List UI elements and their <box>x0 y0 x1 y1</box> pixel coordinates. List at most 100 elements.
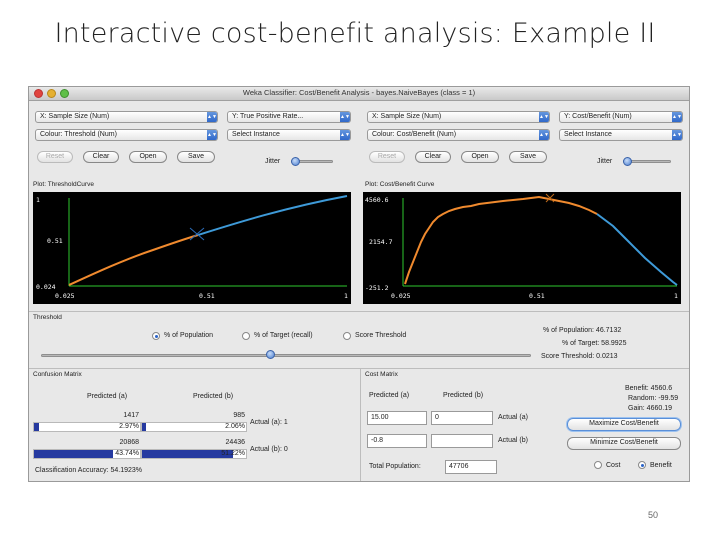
threshold-curve-svg: 1 0.51 0.024 0.025 0.51 1 <box>36 195 348 300</box>
gain-readout: Gain: 4660.19 <box>628 405 672 412</box>
left-reset-button[interactable]: Reset <box>37 151 73 163</box>
threshold-slider-knob[interactable] <box>265 350 275 359</box>
cost-radio[interactable] <box>594 461 602 469</box>
minimize-cost-benefit-button[interactable]: Minimize Cost/Benefit <box>567 437 681 450</box>
chevron-updown-icon: ▲▼ <box>672 112 682 122</box>
target-radio-label: % of Target (recall) <box>254 332 313 339</box>
left-x-axis-select[interactable]: X: Sample Size (Num) ▲▼ <box>35 111 218 123</box>
right-x-axis-value: X: Sample Size (Num) <box>372 113 442 120</box>
chevron-updown-icon: ▲▼ <box>539 130 549 140</box>
cm-ab-count: 985 <box>233 412 245 419</box>
chevron-updown-icon: ▲▼ <box>340 130 350 140</box>
left-colour-value: Colour: Threshold (Num) <box>40 131 117 138</box>
confusion-matrix-label: Confusion Matrix <box>33 371 82 378</box>
cm-ab-bar-frame <box>141 422 247 432</box>
total-population-label: Total Population: <box>369 463 421 470</box>
cm-ab-pct: 2.06% <box>225 423 245 430</box>
cost-benefit-curve-svg: 4560.6 2154.7 -251.2 0.025 0.51 1 <box>365 193 678 300</box>
right-save-button[interactable]: Save <box>509 151 547 163</box>
threshold-slider[interactable] <box>41 354 531 357</box>
window-title: Weka Classifier: Cost/Benefit Analysis -… <box>242 88 476 97</box>
cm-actual-b-label: Actual (b): 0 <box>250 446 288 453</box>
page-number: 50 <box>648 510 659 520</box>
left-y-tick-top: 1 <box>36 196 40 204</box>
benefit-radio[interactable] <box>638 461 646 469</box>
right-y-axis-value: Y: Cost/Benefit (Num) <box>564 113 632 120</box>
score-radio-label: Score Threshold <box>355 332 407 339</box>
left-jitter-label: Jitter <box>265 158 281 165</box>
minimize-window-icon[interactable] <box>47 89 56 98</box>
left-open-button[interactable]: Open <box>129 151 167 163</box>
population-radio[interactable] <box>152 332 160 340</box>
target-radio[interactable] <box>242 332 250 340</box>
slide-title: Interactive cost-benefit analysis: Examp… <box>54 18 656 49</box>
confusion-pred-b-header: Predicted (b) <box>193 393 234 400</box>
right-plot-label: Plot: Cost/Benefit Curve <box>365 181 435 188</box>
left-colour-select[interactable]: Colour: Threshold (Num) ▲▼ <box>35 129 218 141</box>
left-y-tick-mid: 0.51 <box>47 237 63 245</box>
right-instance-select[interactable]: Select Instance ▲▼ <box>559 129 683 141</box>
cm-ba-pct: 43.74% <box>115 450 139 457</box>
pct-population-readout: % of Population: 46.7132 <box>543 327 622 334</box>
cost-actual-a-label: Actual (a) <box>498 414 528 421</box>
cost-pred-b-header: Predicted (b) <box>443 392 484 399</box>
left-y-axis-select[interactable]: Y: True Positive Rate... ▲▼ <box>227 111 351 123</box>
chevron-updown-icon: ▲▼ <box>340 112 350 122</box>
right-threshold-marker <box>545 193 555 203</box>
cm-bb-count: 24436 <box>225 439 245 446</box>
right-x-axis-select[interactable]: X: Sample Size (Num) ▲▼ <box>367 111 550 123</box>
left-plot-label: Plot: ThresholdCurve <box>33 181 94 188</box>
left-jitter-knob[interactable] <box>291 157 300 166</box>
cost-matrix-label: Cost Matrix <box>365 371 398 378</box>
cost-ba-field[interactable]: -0.8 <box>367 434 427 448</box>
matrix-divider <box>360 369 361 481</box>
curve-high-segment <box>197 195 348 236</box>
right-open-button[interactable]: Open <box>461 151 499 163</box>
left-y-axis-value: Y: True Positive Rate... <box>232 113 304 120</box>
cost-benefit-curve-plot[interactable]: 4560.6 2154.7 -251.2 0.025 0.51 1 <box>363 192 681 304</box>
zoom-window-icon[interactable] <box>60 89 69 98</box>
right-jitter-label: Jitter <box>597 158 613 165</box>
population-radio-label: % of Population <box>164 332 214 339</box>
cm-actual-a-label: Actual (a): 1 <box>250 419 288 426</box>
right-reset-button[interactable]: Reset <box>369 151 405 163</box>
right-x-tick-start: 0.025 <box>391 292 411 300</box>
maximize-cost-benefit-button[interactable]: Maximize Cost/Benefit <box>567 418 681 431</box>
left-save-button[interactable]: Save <box>177 151 215 163</box>
cost-pred-a-header: Predicted (a) <box>369 392 410 399</box>
chevron-updown-icon: ▲▼ <box>207 112 217 122</box>
right-colour-select[interactable]: Colour: Cost/Benefit (Num) ▲▼ <box>367 129 550 141</box>
right-y-tick-mid: 2154.7 <box>369 238 393 246</box>
left-x-axis-value: X: Sample Size (Num) <box>40 113 110 120</box>
score-radio[interactable] <box>343 332 351 340</box>
left-x-tick-mid: 0.51 <box>199 292 215 300</box>
cm-aa-bar <box>34 423 39 431</box>
right-instance-value: Select Instance <box>564 131 612 138</box>
cm-aa-bar-frame <box>33 422 141 432</box>
cost-actual-b-label: Actual (b) <box>498 437 528 444</box>
benefit-readout: Benefit: 4560.6 <box>625 385 673 392</box>
cost-ab-field[interactable]: 0 <box>431 411 493 425</box>
cost-radio-label: Cost <box>606 462 621 469</box>
cost-curve-warm-segment <box>404 195 598 285</box>
pct-target-readout: % of Target: 58.9925 <box>562 340 627 347</box>
left-instance-value: Select Instance <box>232 131 280 138</box>
cost-curve-cool-segment <box>596 213 678 286</box>
threshold-separator <box>29 311 689 312</box>
left-y-tick-bottom: 0.024 <box>36 283 56 291</box>
right-clear-button[interactable]: Clear <box>415 151 451 163</box>
threshold-curve-plot[interactable]: 1 0.51 0.024 0.025 0.51 1 <box>33 192 351 304</box>
right-x-tick-end: 1 <box>674 292 678 300</box>
total-population-field[interactable]: 47706 <box>445 460 497 474</box>
right-y-axis-select[interactable]: Y: Cost/Benefit (Num) ▲▼ <box>559 111 683 123</box>
cost-bb-field[interactable] <box>431 434 493 448</box>
classification-accuracy: Classification Accuracy: 54.1923% <box>35 467 142 474</box>
close-window-icon[interactable] <box>34 89 43 98</box>
cost-aa-field[interactable]: 15.00 <box>367 411 427 425</box>
right-jitter-knob[interactable] <box>623 157 632 166</box>
left-clear-button[interactable]: Clear <box>83 151 119 163</box>
chevron-updown-icon: ▲▼ <box>672 130 682 140</box>
left-threshold-marker <box>189 227 205 241</box>
left-instance-select[interactable]: Select Instance ▲▼ <box>227 129 351 141</box>
cm-ba-count: 20868 <box>119 439 139 446</box>
